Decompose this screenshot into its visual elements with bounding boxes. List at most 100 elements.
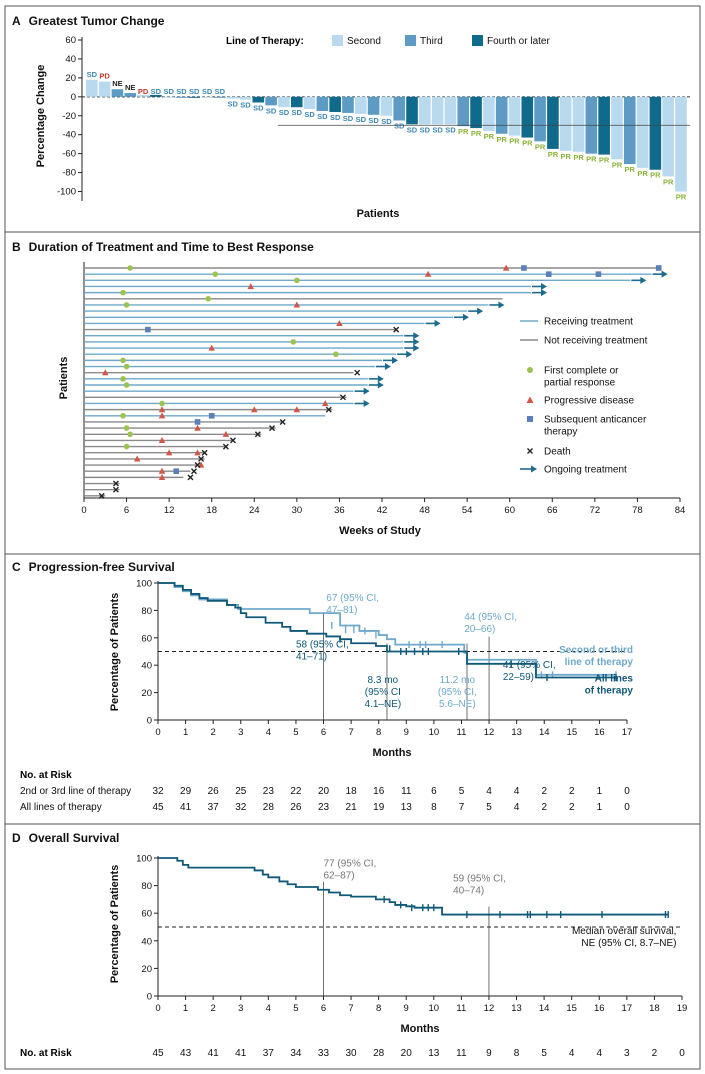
death-mark	[393, 326, 400, 333]
response-label: SD	[432, 125, 443, 134]
panel-d-at-risk-value: 5	[541, 1048, 547, 1059]
panel-c-at-risk-value: 22	[290, 786, 302, 797]
tumor-bar	[393, 96, 406, 121]
panel-c-at-risk-value: 6	[431, 786, 437, 797]
subsequent-therapy-square	[173, 468, 180, 475]
panel-c-at-risk-label-1: All lines of therapy	[20, 802, 102, 813]
panel-b-x-tick-label: 54	[462, 505, 473, 516]
panel-c-at-risk-value: 1	[597, 786, 603, 797]
response-label: PR	[561, 152, 572, 161]
response-dot	[123, 363, 130, 370]
panel-b-x-tick-label: 48	[419, 505, 430, 516]
tumor-bar	[86, 79, 98, 97]
legend-ongoing-head	[531, 465, 537, 473]
tumor-bar	[214, 96, 226, 98]
response-label: PR	[586, 155, 597, 164]
panel-c-x-tick-label: 11	[457, 727, 467, 738]
tumor-bar	[380, 96, 393, 116]
subsequent-therapy-square	[145, 326, 151, 333]
panel-c-at-risk-value: 2	[541, 802, 547, 813]
tumor-bar	[303, 96, 316, 110]
ongoing-arrow-head	[413, 332, 420, 340]
panel-d-at-risk-value: 11	[456, 1048, 467, 1059]
legend-label: Second	[347, 36, 381, 47]
legend-label: partial response	[544, 378, 616, 389]
death-mark	[194, 462, 201, 469]
response-label: SD	[420, 125, 431, 134]
response-label: PR	[573, 153, 584, 162]
death-mark	[339, 394, 346, 401]
panel-c-annotation-line: (95% CI	[365, 687, 401, 698]
panel-d-y-tick-label: 80	[141, 881, 152, 892]
ongoing-arrow-head	[377, 375, 384, 383]
death-mark	[198, 455, 205, 462]
panel-c-x-tick-label: 3	[238, 727, 243, 738]
response-label: PR	[612, 160, 623, 169]
panel-c-at-risk-value: 23	[263, 786, 275, 797]
tumor-bar	[201, 96, 213, 98]
panel-d-x-tick-label: 3	[238, 1003, 243, 1014]
response-dot	[123, 382, 130, 388]
panel-b-x-tick-label: 66	[547, 505, 558, 516]
tumor-bar	[354, 96, 367, 114]
subsequent-therapy-square	[194, 419, 201, 425]
tumor-bar	[188, 96, 201, 98]
response-label: SD	[266, 106, 277, 115]
panel-c-series-label-line: All lines	[595, 674, 634, 685]
response-label: PR	[548, 150, 559, 159]
panel-c-x-tick-label: 15	[567, 727, 578, 738]
response-dot	[120, 289, 126, 296]
panel-c-letter: C	[12, 560, 21, 574]
panel-c-annotation: 58 (95% CI, 41–71)	[296, 639, 349, 662]
progression-triangle	[158, 473, 166, 480]
progression-triangle	[158, 412, 166, 419]
response-label: SD	[227, 100, 238, 109]
response-label: PR	[522, 139, 533, 148]
progression-triangle	[194, 424, 201, 431]
panel-c-at-risk-value: 23	[318, 802, 330, 813]
panel-b-x-tick-label: 12	[164, 505, 175, 516]
ongoing-arrow-head	[413, 344, 420, 352]
panel-d-x-tick-label: 19	[677, 1003, 688, 1014]
panel-c-annotation-line: 41 (95% CI,	[503, 660, 556, 671]
progression-triangle	[165, 449, 173, 456]
response-label: PR	[599, 156, 610, 165]
panel-c-title: Progression-free Survival	[29, 560, 175, 574]
response-label: SD	[87, 70, 98, 79]
panel-c-annotation: 41 (95% CI, 22–59)	[503, 660, 556, 683]
panel-c-at-risk-value: 4	[514, 802, 520, 813]
response-label: PR	[458, 127, 469, 136]
death-mark	[112, 480, 119, 487]
panel-b-ylabel: Patients	[58, 357, 70, 400]
tumor-bar	[444, 96, 457, 125]
response-dot	[120, 357, 126, 364]
panel-b-x-tick-label: 0	[81, 505, 86, 516]
legend-subsequent-square	[527, 416, 533, 422]
ongoing-arrow-head	[377, 381, 384, 389]
response-label: PD	[99, 72, 110, 81]
panel-d-at-risk-value: 45	[152, 1048, 164, 1059]
panel-c-at-risk-value: 41	[180, 802, 192, 813]
panel-c-annotation-line: 47–81)	[326, 605, 357, 616]
legend-label: Third	[420, 36, 443, 47]
progression-triangle	[293, 406, 301, 413]
subsequent-therapy-square	[595, 271, 602, 277]
panel-c-at-risk-value: 20	[318, 786, 330, 797]
panel-c-y-tick-label: 0	[147, 716, 152, 727]
panel-d-x-tick-label: 13	[511, 1003, 522, 1014]
legend-label: Death	[544, 447, 571, 458]
response-label: SD	[304, 110, 315, 119]
panel-b-x-tick-label: 36	[334, 505, 345, 516]
response-label: PR	[484, 132, 495, 141]
panel-d-x-tick-label: 8	[376, 1003, 381, 1014]
panel-c-at-risk-value: 19	[373, 802, 385, 813]
death-mark	[279, 418, 286, 425]
panel-d-at-risk-value: 41	[208, 1048, 220, 1059]
panel-d-x-tick-label: 10	[429, 1003, 440, 1014]
tumor-bar	[175, 96, 188, 98]
progression-triangle	[101, 369, 109, 376]
tumor-bar	[406, 96, 418, 125]
